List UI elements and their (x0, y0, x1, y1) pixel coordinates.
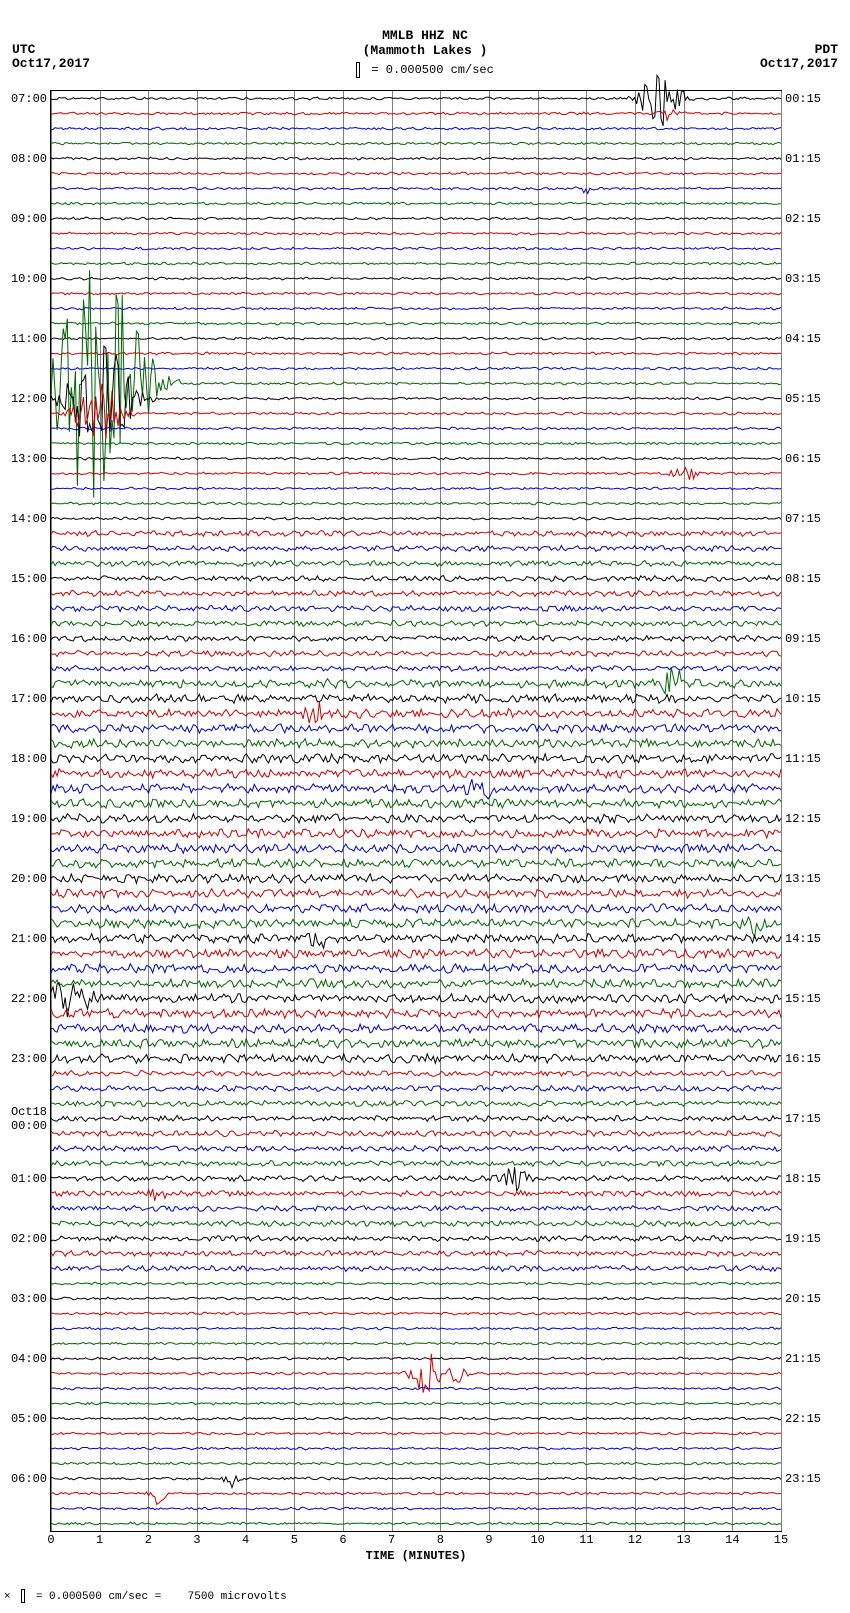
helicorder-plot: TIME (MINUTES) 012345678910111213141507:… (50, 90, 782, 1532)
scale-bar-icon (356, 62, 360, 78)
left-time-label: 02:00 (11, 1232, 47, 1246)
right-time-label: 07:15 (785, 512, 821, 526)
left-time-label: 15:00 (11, 572, 47, 586)
right-time-label: 09:15 (785, 632, 821, 646)
station-title: MMLB HHZ NC (0, 0, 850, 43)
right-time-label: 01:15 (785, 152, 821, 166)
right-time-label: 04:15 (785, 332, 821, 346)
right-time-label: 18:15 (785, 1172, 821, 1186)
right-time-label: 23:15 (785, 1472, 821, 1486)
scale-label: = 0.000500 cm/sec (0, 62, 850, 78)
left-time-label: 01:00 (11, 1172, 47, 1186)
right-time-label: 13:15 (785, 872, 821, 886)
right-time-label: 17:15 (785, 1112, 821, 1126)
footer-prefix: × (4, 1591, 11, 1603)
right-time-label: 11:15 (785, 752, 821, 766)
right-time-label: 10:15 (785, 692, 821, 706)
trace-row (51, 91, 781, 1531)
left-time-label: 03:00 (11, 1292, 47, 1306)
left-time-label: Oct1800:00 (11, 1105, 47, 1133)
left-time-label: 06:00 (11, 1472, 47, 1486)
right-time-label: 22:15 (785, 1412, 821, 1426)
x-tick: 6 (339, 1533, 346, 1547)
x-axis-label: TIME (MINUTES) (366, 1549, 467, 1563)
left-time-label: 07:00 (11, 92, 47, 106)
x-tick: 2 (145, 1533, 152, 1547)
footer-text-right: 7500 microvolts (188, 1591, 287, 1603)
footer-text-left: = 0.000500 cm/sec = (36, 1591, 161, 1603)
scale-text: = 0.000500 cm/sec (371, 63, 493, 77)
footer-bar-icon (21, 1589, 25, 1603)
right-time-label: 14:15 (785, 932, 821, 946)
left-time-label: 05:00 (11, 1412, 47, 1426)
x-tick: 11 (579, 1533, 593, 1547)
tz-right-label: PDT (815, 42, 838, 57)
x-tick: 15 (774, 1533, 788, 1547)
left-time-label: 11:00 (11, 332, 47, 346)
x-tick: 1 (96, 1533, 103, 1547)
location-title: (Mammoth Lakes ) (0, 43, 850, 58)
x-tick: 12 (628, 1533, 642, 1547)
right-time-label: 08:15 (785, 572, 821, 586)
left-time-label: 17:00 (11, 692, 47, 706)
x-tick: 9 (485, 1533, 492, 1547)
left-time-label: 10:00 (11, 272, 47, 286)
footer-scale: × = 0.000500 cm/sec = 7500 microvolts (4, 1589, 287, 1603)
x-tick: 13 (676, 1533, 690, 1547)
x-tick: 0 (47, 1533, 54, 1547)
x-tick: 7 (388, 1533, 395, 1547)
x-tick: 3 (193, 1533, 200, 1547)
x-tick: 14 (725, 1533, 739, 1547)
right-time-label: 21:15 (785, 1352, 821, 1366)
left-time-label: 16:00 (11, 632, 47, 646)
left-time-label: 12:00 (11, 392, 47, 406)
date-left-label: Oct17,2017 (12, 56, 90, 71)
gridline-v (781, 91, 782, 1531)
left-time-label: 21:00 (11, 932, 47, 946)
right-time-label: 16:15 (785, 1052, 821, 1066)
right-time-label: 06:15 (785, 452, 821, 466)
left-time-label: 04:00 (11, 1352, 47, 1366)
date-right-label: Oct17,2017 (760, 56, 838, 71)
x-tick: 10 (530, 1533, 544, 1547)
right-time-label: 12:15 (785, 812, 821, 826)
right-time-label: 00:15 (785, 92, 821, 106)
seismogram-container: UTC Oct17,2017 PDT Oct17,2017 MMLB HHZ N… (0, 0, 850, 1613)
left-time-label: 22:00 (11, 992, 47, 1006)
right-time-label: 15:15 (785, 992, 821, 1006)
left-time-label: 14:00 (11, 512, 47, 526)
right-time-label: 02:15 (785, 212, 821, 226)
x-tick: 8 (437, 1533, 444, 1547)
right-time-label: 19:15 (785, 1232, 821, 1246)
left-time-label: 23:00 (11, 1052, 47, 1066)
right-time-label: 05:15 (785, 392, 821, 406)
left-time-label: 19:00 (11, 812, 47, 826)
left-time-label: 18:00 (11, 752, 47, 766)
left-time-label: 20:00 (11, 872, 47, 886)
right-time-label: 20:15 (785, 1292, 821, 1306)
left-time-label: 09:00 (11, 212, 47, 226)
x-tick: 4 (242, 1533, 249, 1547)
right-time-label: 03:15 (785, 272, 821, 286)
left-time-label: 08:00 (11, 152, 47, 166)
tz-left-label: UTC (12, 42, 35, 57)
left-time-label: 13:00 (11, 452, 47, 466)
x-tick: 5 (291, 1533, 298, 1547)
